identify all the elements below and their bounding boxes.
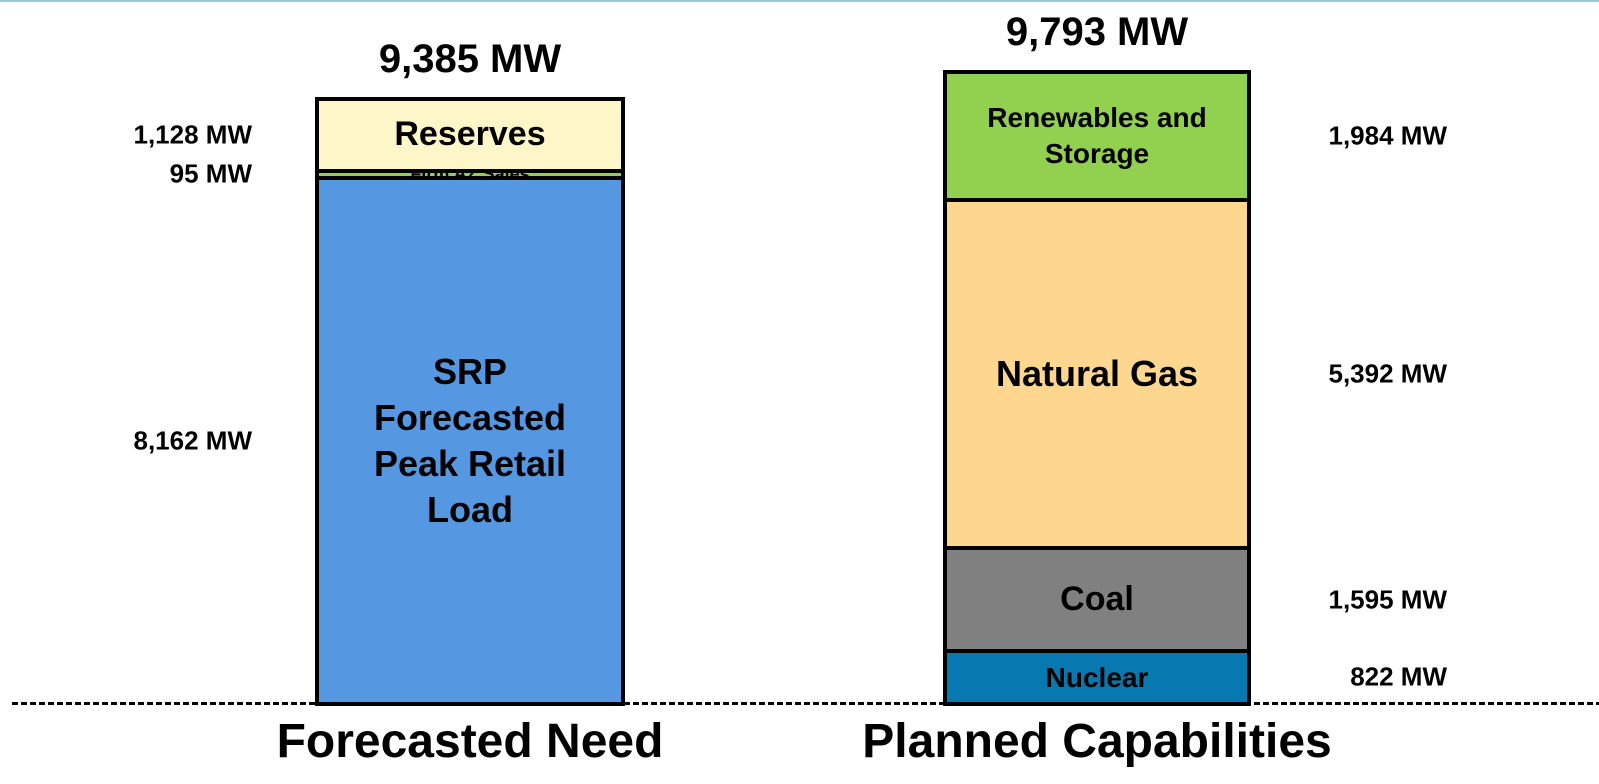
value-label: 1,595 MW bbox=[1328, 584, 1448, 615]
bar-segment: Natural Gas bbox=[943, 198, 1251, 551]
value-label: 822 MW bbox=[1350, 661, 1447, 692]
segment-label: Coal bbox=[1060, 579, 1134, 618]
category-label: Forecasted Need bbox=[276, 715, 664, 768]
segment-label: SRP Forecasted Peak Retail Load bbox=[373, 350, 567, 530]
total-label: 9,793 MW bbox=[1005, 10, 1189, 55]
total-label: 9,385 MW bbox=[378, 36, 562, 81]
segment-label: Reserves bbox=[394, 115, 546, 154]
segment-label: Renewables and Storage bbox=[987, 102, 1207, 170]
bar-segment: Renewables and Storage bbox=[943, 70, 1251, 203]
bar-segment: Reserves bbox=[315, 96, 625, 174]
value-label: 1,984 MW bbox=[1328, 120, 1448, 151]
bar-segment: Nuclear bbox=[943, 648, 1251, 706]
value-label: 95 MW bbox=[169, 158, 252, 189]
baseline bbox=[12, 702, 1599, 705]
category-label: Planned Capabilities bbox=[862, 715, 1332, 768]
value-label: 5,392 MW bbox=[1328, 358, 1448, 389]
value-label: 8,162 MW bbox=[133, 425, 253, 456]
value-label: 1,128 MW bbox=[133, 119, 253, 150]
segment-label: Nuclear bbox=[1045, 661, 1149, 693]
bar-segment: SRP Forecasted Peak Retail Load bbox=[315, 175, 625, 706]
segment-label: Natural Gas bbox=[995, 353, 1199, 395]
bar-segment: Coal bbox=[943, 546, 1251, 653]
